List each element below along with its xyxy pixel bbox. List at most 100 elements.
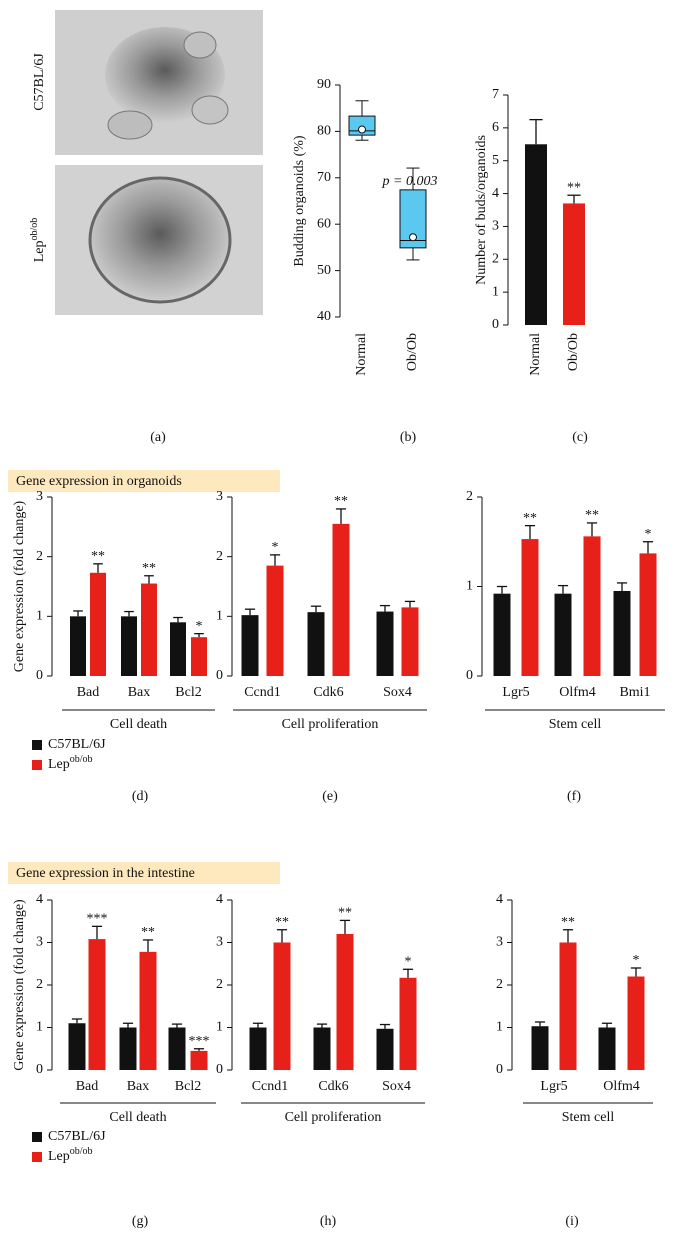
y-tick-label: 0 (216, 668, 223, 683)
y-axis-label: Gene expression (fold change) (12, 899, 27, 1071)
legend-swatch (32, 1132, 42, 1142)
y-tick-label: 3 (36, 935, 43, 950)
y-tick-label: 2 (216, 549, 223, 564)
legend-swatch (32, 1152, 42, 1162)
group-label: Cell death (109, 1110, 166, 1125)
bar (313, 1027, 331, 1070)
y-tick-label: 0 (36, 668, 43, 683)
significance: ** (334, 494, 348, 509)
significance: *** (189, 1034, 210, 1049)
x-tick-label: Cdk6 (313, 685, 343, 700)
label-base: Lep (32, 241, 47, 263)
y-tick-label: 2 (466, 489, 473, 504)
y-tick-label: 3 (492, 219, 499, 234)
x-tick-label: Lgr5 (540, 1079, 567, 1094)
bar (525, 144, 547, 325)
x-tick-label: Olfm4 (559, 685, 596, 700)
y-tick-label: 4 (216, 892, 223, 907)
y-tick-label: 60 (317, 216, 331, 231)
micrograph-panel: C57BL/6J Lepob/ob (a) (29, 10, 263, 445)
legend-swatch (32, 760, 42, 770)
x-tick-label: Bmi1 (619, 685, 650, 700)
bar (376, 611, 394, 676)
bar (190, 1050, 208, 1070)
bar (613, 590, 631, 676)
section-banner (8, 470, 280, 492)
y-tick-label: 1 (216, 1020, 223, 1035)
bar (521, 539, 539, 676)
mean (358, 125, 366, 134)
panel-label: (e) (322, 789, 338, 804)
x-tick-label: Bax (127, 1079, 150, 1094)
group-label: Cell proliferation (282, 717, 379, 732)
x-tick-label: Ccnd1 (244, 685, 281, 700)
significance: ** (338, 906, 352, 921)
bar (598, 1027, 616, 1070)
bar (401, 607, 419, 676)
legend-sup: ob/ob (70, 1146, 93, 1157)
bar (399, 977, 417, 1070)
significance: ** (142, 561, 156, 576)
legend-label: C57BL/6J (48, 1129, 106, 1144)
bud (191, 95, 229, 125)
mean (409, 233, 417, 242)
y-tick-label: 1 (466, 579, 473, 594)
y-tick-label: 1 (492, 284, 499, 299)
image-row-label: C57BL/6J (32, 53, 47, 111)
y-tick-label: 2 (492, 252, 499, 267)
y-tick-label: 4 (492, 186, 499, 201)
panel-label: (g) (132, 1214, 149, 1229)
bar (376, 1028, 394, 1070)
y-axis-label: Number of buds/organoids (474, 135, 489, 285)
x-tick-label: Bad (76, 1079, 99, 1094)
bud (107, 110, 153, 140)
panel-label: (h) (320, 1214, 337, 1229)
bar (554, 593, 572, 676)
y-tick-label: 50 (317, 263, 331, 278)
y-tick-label: 1 (216, 609, 223, 624)
y-tick-label: 0 (36, 1062, 43, 1077)
significance: * (405, 954, 412, 969)
y-tick-label: 1 (36, 609, 43, 624)
bar (563, 203, 585, 325)
y-tick-label: 80 (317, 124, 331, 139)
y-tick-label: 2 (216, 977, 223, 992)
x-tick-label: Lgr5 (502, 685, 529, 700)
x-tick-label: Olfm4 (603, 1079, 640, 1094)
bar (121, 616, 137, 676)
label-sup: ob/ob (29, 218, 40, 241)
legend-sup: ob/ob (70, 754, 93, 765)
bud (183, 31, 217, 59)
group-label: Cell proliferation (285, 1110, 382, 1125)
significance: ** (91, 549, 105, 564)
legend-name: C57BL/6J (48, 1129, 106, 1144)
organoid (88, 176, 232, 304)
legend-label: C57BL/6J (48, 737, 106, 752)
y-tick-label: 2 (496, 977, 503, 992)
panel-label: (a) (150, 430, 166, 445)
y-tick-label: 0 (216, 1062, 223, 1077)
y-tick-label: 3 (496, 935, 503, 950)
bar (332, 523, 350, 676)
bar (583, 536, 601, 676)
annotation: p = 0.003 (382, 174, 438, 189)
significance: ** (523, 511, 537, 526)
bar (273, 942, 291, 1070)
x-tick-label: Sox4 (382, 1079, 411, 1094)
x-tick-label: Normal (528, 333, 543, 376)
x-tick-label: Ccnd1 (252, 1079, 289, 1094)
section-title: Gene expression in organoids (16, 474, 182, 489)
x-tick-label: Bcl2 (175, 1079, 201, 1094)
panel-label: (f) (567, 789, 581, 804)
group-label: Stem cell (549, 717, 602, 732)
y-tick-label: 4 (36, 892, 43, 907)
significance: * (196, 619, 203, 634)
y-tick-label: 0 (496, 1062, 503, 1077)
significance: * (272, 540, 279, 555)
y-tick-label: 2 (36, 549, 43, 564)
bar (241, 615, 259, 676)
y-tick-label: 3 (216, 935, 223, 950)
bar (639, 553, 657, 676)
x-tick-label: Ob/Ob (405, 333, 420, 371)
